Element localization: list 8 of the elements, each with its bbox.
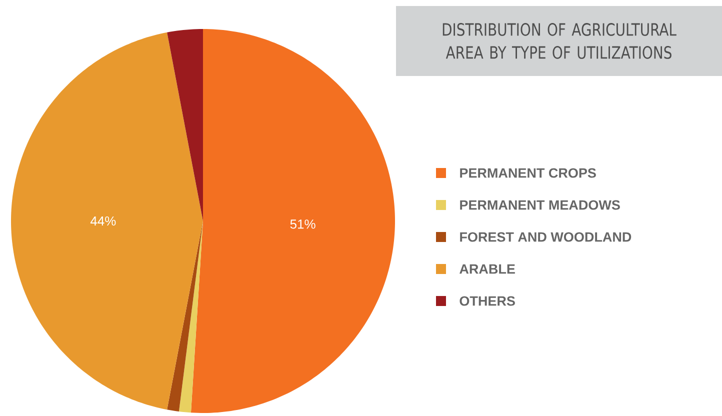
legend-label: FOREST AND WOODLAND — [460, 232, 632, 242]
data-label: 44% — [90, 216, 116, 226]
legend-label: ARABLE — [460, 264, 515, 274]
data-label: 51% — [290, 220, 316, 229]
legend-label: OTHERS — [460, 296, 515, 306]
legend-label: PERMANENT CROPS — [460, 168, 596, 178]
chart-title: DISTRIBUTION OF AGRICULTURAL AREA BY TYPE OF UTILIZATIONS — [442, 23, 676, 59]
legend-label: PERMANENT MEADOWS — [460, 200, 620, 210]
